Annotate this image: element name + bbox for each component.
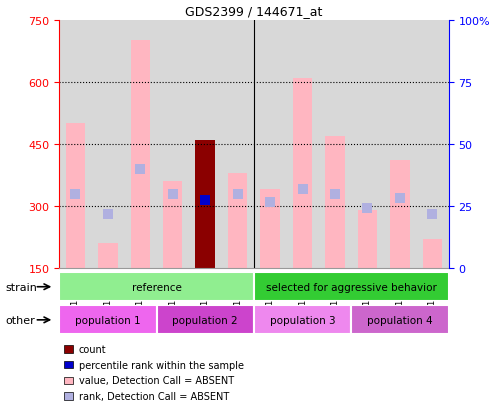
Point [104,211,112,218]
Point [299,187,307,193]
Bar [358,211,377,268]
Point [396,195,404,202]
Point [331,191,339,197]
Bar [156,306,254,335]
Text: population 1: population 1 [75,315,141,325]
Bar [254,273,449,301]
Point [137,166,144,173]
Text: percentile rank within the sample: percentile rank within the sample [79,360,244,370]
Bar [131,41,150,268]
Bar [98,244,117,268]
Point [201,197,209,204]
Point [428,211,436,218]
Point [71,191,79,197]
Point [266,199,274,206]
Bar [351,21,384,268]
Bar [390,161,410,268]
Text: rank, Detection Call = ABSENT: rank, Detection Call = ABSENT [79,391,229,401]
Text: other: other [5,315,35,325]
Point [234,191,242,197]
Text: count: count [79,344,106,354]
Text: population 2: population 2 [173,315,238,325]
Bar [59,306,156,335]
Bar [59,21,92,268]
Text: selected for aggressive behavior: selected for aggressive behavior [266,282,437,292]
Text: population 3: population 3 [270,315,335,325]
Bar [384,21,416,268]
Bar [286,21,319,268]
Bar [325,136,345,268]
Bar [156,21,189,268]
Bar [189,21,221,268]
Bar [124,21,156,268]
Bar [195,140,215,268]
Bar [66,124,85,268]
Text: value, Detection Call = ABSENT: value, Detection Call = ABSENT [79,375,234,385]
Text: reference: reference [132,282,181,292]
Bar [423,240,442,268]
Bar [293,78,313,268]
Bar [221,21,254,268]
Bar [254,306,351,335]
Point [363,205,371,212]
Bar [260,190,280,268]
Bar [351,306,449,335]
Point [169,191,176,197]
Text: strain: strain [5,282,37,292]
Text: population 4: population 4 [367,315,433,325]
Bar [416,21,449,268]
Bar [92,21,124,268]
Bar [254,21,286,268]
Title: GDS2399 / 144671_at: GDS2399 / 144671_at [185,5,322,18]
Bar [228,173,247,268]
Bar [163,182,182,268]
Bar [319,21,351,268]
Bar [59,273,254,301]
